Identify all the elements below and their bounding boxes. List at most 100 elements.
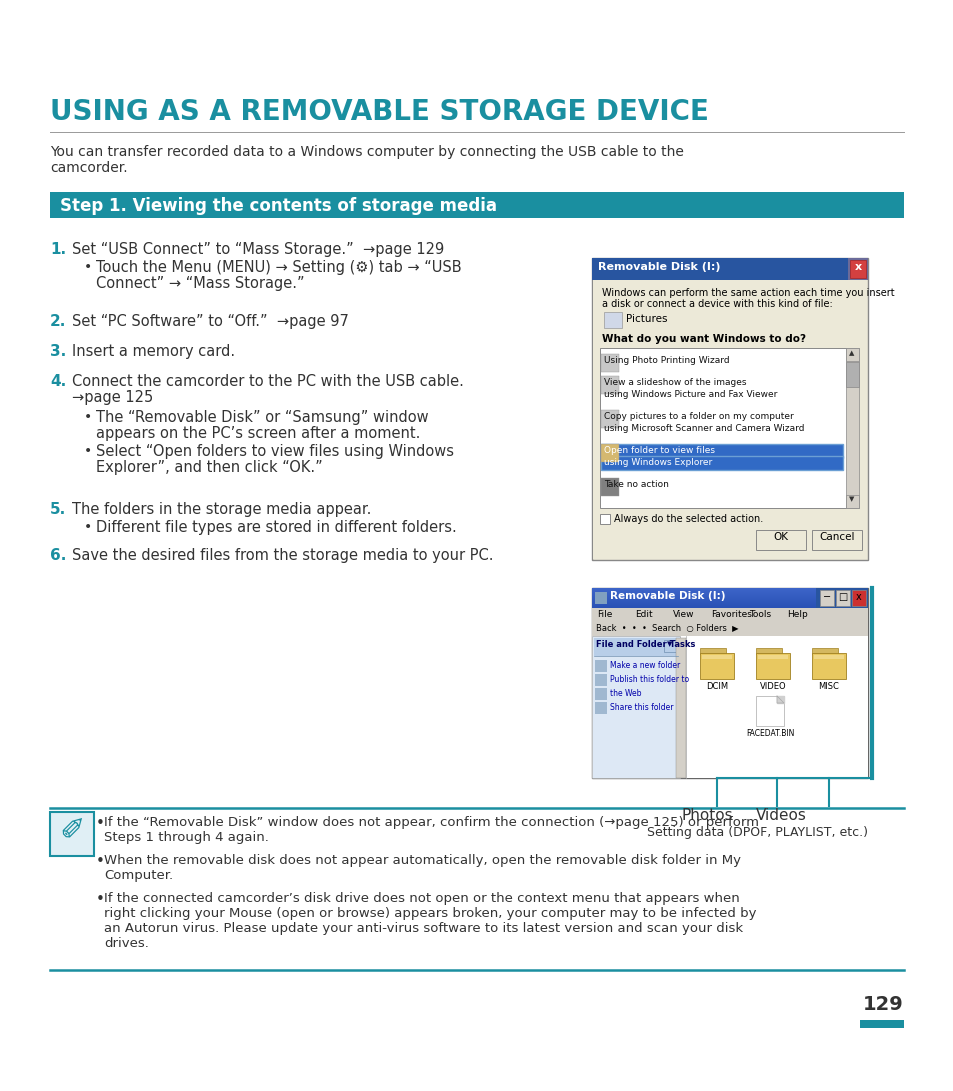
Text: ▲: ▲ [848, 350, 854, 356]
Text: File: File [597, 610, 612, 619]
Bar [845, 362, 858, 387]
Text: View a slideshow of the images: View a slideshow of the images [603, 377, 745, 387]
Bar [663, 640, 676, 652]
Text: If the “Removable Disk” window does not appear, confirm the connection (→page 12: If the “Removable Disk” window does not … [104, 816, 759, 829]
Text: OK: OK [773, 532, 788, 542]
Text: If the connected camcorder’s disk drive does not open or the context menu that a: If the connected camcorder’s disk drive … [104, 892, 739, 906]
Bar [811, 654, 845, 679]
Bar [600, 456, 842, 470]
Bar [845, 348, 858, 508]
Text: When the removable disk does not appear automatically, open the removable disk f: When the removable disk does not appear … [104, 854, 740, 867]
Bar [820, 590, 833, 606]
Bar [592, 588, 867, 608]
Bar [755, 648, 781, 654]
Text: □: □ [838, 592, 846, 602]
Text: 3.: 3. [50, 344, 66, 359]
Text: Save the desired files from the storage media to your PC.: Save the desired files from the storage … [71, 548, 493, 563]
Bar [600, 444, 842, 458]
Bar [600, 456, 842, 470]
Bar [599, 348, 855, 508]
Text: File and Folder Tasks: File and Folder Tasks [596, 640, 695, 649]
Text: 5.: 5. [50, 502, 66, 517]
Bar [600, 410, 618, 428]
Bar [592, 588, 867, 778]
Text: Favorites: Favorites [710, 610, 751, 619]
Text: 4.: 4. [50, 374, 66, 389]
Text: ▼: ▼ [848, 496, 854, 502]
Bar [851, 590, 865, 606]
Text: Set “PC Software” to “Off.”  →page 97: Set “PC Software” to “Off.” →page 97 [71, 314, 349, 329]
Text: Copy pictures to a folder on my computer: Copy pictures to a folder on my computer [603, 412, 793, 421]
Text: The “Removable Disk” or “Samsung” window: The “Removable Disk” or “Samsung” window [96, 410, 428, 425]
Text: •: • [84, 520, 92, 533]
Bar [593, 280, 866, 559]
Text: •: • [84, 410, 92, 424]
Bar [595, 702, 606, 714]
Text: Photos: Photos [681, 808, 733, 823]
Bar [592, 622, 867, 636]
Text: Make a new folder: Make a new folder [609, 661, 679, 670]
Text: appears on the PC’s screen after a moment.: appears on the PC’s screen after a momen… [96, 425, 420, 441]
Bar [811, 530, 862, 550]
Text: Select “Open folders to view files using Windows: Select “Open folders to view files using… [96, 444, 454, 459]
Text: using Windows Explorer: using Windows Explorer [603, 458, 712, 467]
Text: Computer.: Computer. [104, 870, 172, 882]
Text: Windows can perform the same action each time you insert: Windows can perform the same action each… [601, 288, 894, 298]
Text: Insert a memory card.: Insert a memory card. [71, 344, 234, 359]
Bar [595, 674, 606, 686]
Bar [600, 444, 842, 458]
Text: What do you want Windows to do?: What do you want Windows to do? [601, 334, 805, 344]
Text: Connect” → “Mass Storage.”: Connect” → “Mass Storage.” [96, 276, 304, 291]
Text: −: − [822, 592, 830, 602]
Text: Videos: Videos [755, 808, 806, 823]
Text: Share this folder: Share this folder [609, 703, 673, 712]
Text: DCIM: DCIM [705, 682, 727, 691]
Text: 129: 129 [862, 995, 903, 1014]
Bar [50, 192, 903, 218]
Text: Connect the camcorder to the PC with the USB cable.: Connect the camcorder to the PC with the… [71, 374, 463, 389]
Text: an Autorun virus. Please update your anti-virus software to its latest version a: an Autorun virus. Please update your ant… [104, 922, 742, 935]
Bar [701, 655, 731, 659]
Text: •: • [96, 854, 105, 870]
Bar [600, 444, 618, 461]
Bar [845, 495, 858, 508]
Text: The folders in the storage media appear.: The folders in the storage media appear. [71, 502, 371, 517]
Text: 2.: 2. [50, 314, 67, 329]
Text: View: View [672, 610, 694, 619]
Bar [813, 655, 843, 659]
Bar [676, 638, 685, 778]
Bar [592, 257, 867, 560]
Text: Step 1. Viewing the contents of storage media: Step 1. Viewing the contents of storage … [60, 197, 497, 215]
Polygon shape [776, 696, 783, 703]
Text: Always do the selected action.: Always do the selected action. [614, 514, 762, 524]
Text: You can transfer recorded data to a Windows computer by connecting the USB cable: You can transfer recorded data to a Wind… [50, 145, 683, 159]
Text: •: • [84, 444, 92, 458]
Bar [600, 376, 618, 394]
Text: Set “USB Connect” to “Mass Storage.”  →page 129: Set “USB Connect” to “Mass Storage.” →pa… [71, 242, 444, 257]
Text: ✐: ✐ [59, 816, 85, 846]
Bar [859, 1020, 903, 1028]
Bar [595, 592, 606, 604]
Bar [595, 660, 606, 672]
Text: MISC: MISC [818, 682, 839, 691]
Text: using Windows Picture and Fax Viewer: using Windows Picture and Fax Viewer [603, 389, 777, 399]
Text: camcorder.: camcorder. [50, 161, 128, 175]
Text: Pictures: Pictures [625, 314, 667, 324]
Bar [592, 636, 679, 778]
Bar [592, 636, 867, 778]
Text: Help: Help [786, 610, 807, 619]
Bar [592, 257, 847, 280]
Text: •: • [96, 892, 105, 907]
Bar [700, 648, 725, 654]
Text: a disk or connect a device with this kind of file:: a disk or connect a device with this kin… [601, 299, 832, 309]
Bar [592, 608, 867, 622]
Text: Take no action: Take no action [603, 480, 668, 489]
Bar [758, 655, 787, 659]
Text: Edit: Edit [635, 610, 652, 619]
Text: the Web: the Web [609, 690, 640, 698]
Bar [755, 530, 805, 550]
Text: Cancel: Cancel [819, 532, 854, 542]
Bar [592, 257, 867, 280]
Bar [835, 590, 849, 606]
Text: Different file types are stored in different folders.: Different file types are stored in diffe… [96, 520, 456, 535]
